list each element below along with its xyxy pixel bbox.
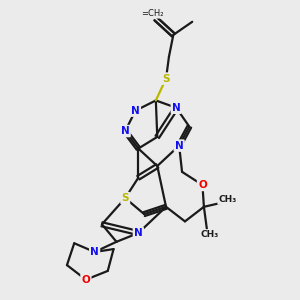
Text: N: N <box>172 103 181 113</box>
Text: N: N <box>131 106 140 116</box>
Text: N: N <box>175 141 184 151</box>
Text: CH₃: CH₃ <box>201 230 219 239</box>
Text: N: N <box>90 247 99 257</box>
Text: O: O <box>82 275 90 285</box>
Text: =CH₂: =CH₂ <box>141 9 164 18</box>
Text: S: S <box>122 193 129 203</box>
Text: S: S <box>162 74 170 84</box>
Text: O: O <box>198 180 207 190</box>
Text: N: N <box>134 228 143 238</box>
Text: CH₃: CH₃ <box>218 195 236 204</box>
Text: N: N <box>121 126 130 136</box>
